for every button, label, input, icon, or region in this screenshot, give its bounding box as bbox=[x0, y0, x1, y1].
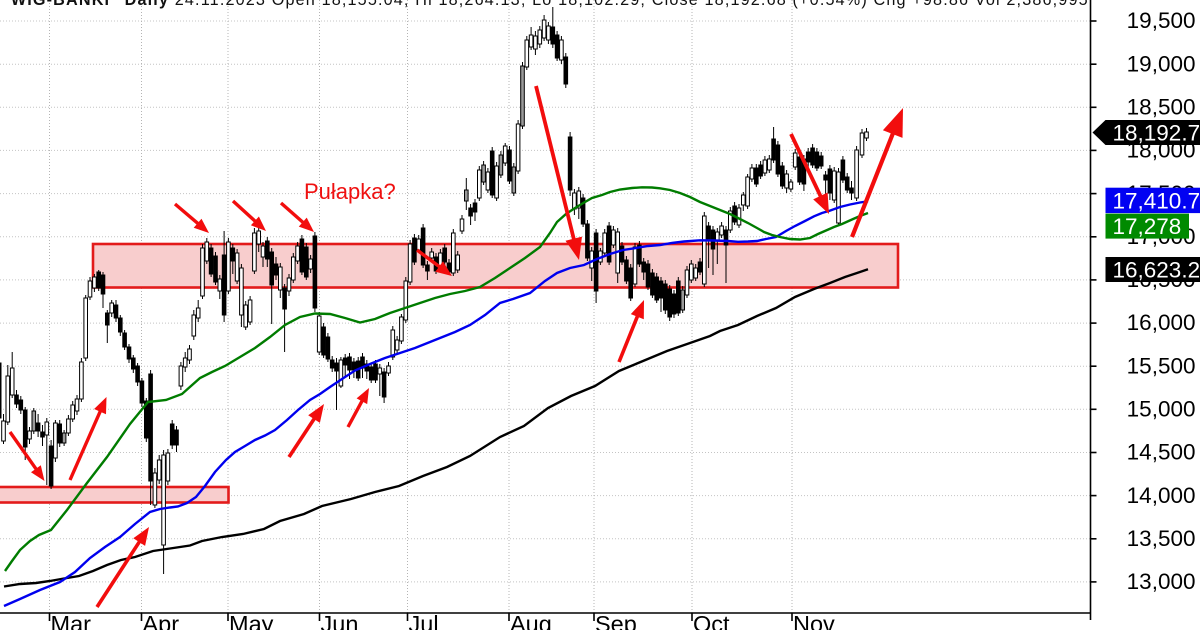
svg-text:19,000: 19,000 bbox=[1127, 51, 1196, 76]
svg-text:18,192.7: 18,192.7 bbox=[1113, 121, 1200, 146]
svg-text:Oct: Oct bbox=[693, 611, 730, 630]
svg-text:18,500: 18,500 bbox=[1127, 95, 1196, 120]
svg-text:14,500: 14,500 bbox=[1127, 440, 1196, 465]
svg-text:16,623.2: 16,623.2 bbox=[1113, 258, 1200, 283]
svg-text:Jun: Jun bbox=[321, 611, 359, 630]
svg-text:"WIG-BANKI" Daily 24.11.2023 O: "WIG-BANKI" Daily 24.11.2023 Open 18,155… bbox=[2, 0, 1089, 9]
svg-text:15,500: 15,500 bbox=[1127, 353, 1196, 378]
svg-text:17,410.7: 17,410.7 bbox=[1113, 189, 1200, 214]
svg-text:Sep: Sep bbox=[595, 611, 637, 630]
svg-text:16,000: 16,000 bbox=[1127, 310, 1196, 335]
svg-text:May: May bbox=[229, 611, 274, 630]
svg-text:Jul: Jul bbox=[409, 611, 439, 630]
svg-text:13,500: 13,500 bbox=[1127, 526, 1196, 551]
svg-text:19,500: 19,500 bbox=[1127, 8, 1196, 33]
svg-text:Aug: Aug bbox=[510, 611, 552, 630]
svg-text:Nov: Nov bbox=[793, 611, 835, 630]
svg-text:Mar: Mar bbox=[51, 611, 92, 630]
svg-text:15,000: 15,000 bbox=[1127, 397, 1196, 422]
svg-text:13,000: 13,000 bbox=[1127, 569, 1196, 594]
svg-text:Pułapka?: Pułapka? bbox=[304, 179, 396, 204]
svg-text:14,000: 14,000 bbox=[1127, 483, 1196, 508]
svg-text:Apr: Apr bbox=[143, 611, 180, 630]
svg-text:17,278: 17,278 bbox=[1113, 214, 1182, 239]
